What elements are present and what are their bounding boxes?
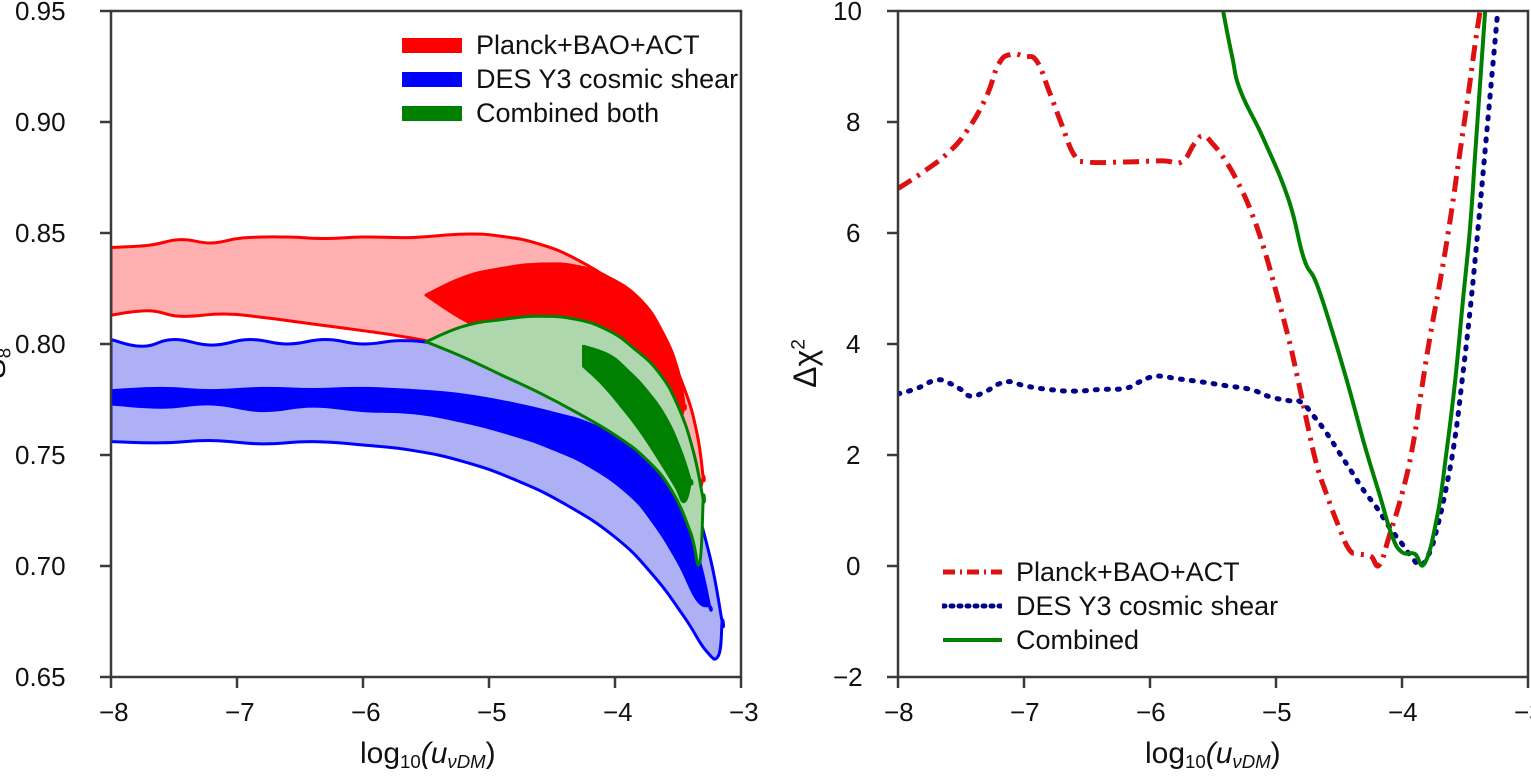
left-legend-label-planck: Planck+BAO+ACT [476,29,700,60]
right-legend-label-des: DES Y3 cosmic shear [1016,590,1279,621]
left-ytick-4: 0.75 [15,440,66,470]
right-xtick-1: −7 [1010,697,1040,727]
right-xaxis-arg-sub: νDM [1232,751,1271,773]
right-xtick-2: −6 [1136,697,1166,727]
right-ytick-2: 6 [846,218,861,248]
right-ytick-0: 10 [833,0,862,26]
right-xaxis-arg-close: ) [1270,737,1281,770]
right-ytick-1: 8 [846,107,861,137]
right-yaxis-exponent: 2 [788,339,810,350]
legend-line-planck-icon [943,569,1002,574]
left-xaxis-arg-close: ) [485,737,496,770]
right-ytick-6: −2 [833,662,863,692]
right-legend-label-combined: Combined [1016,624,1140,655]
left-xaxis-arg-sub: νDM [447,751,486,773]
right-xaxis-logsub: 10 [1185,751,1206,773]
legend-swatch-planck-icon [402,37,462,53]
left-legend-label-des: DES Y3 cosmic shear [476,63,739,94]
right-ytick-4: 2 [846,440,861,470]
right-xtick-3: −5 [1262,697,1292,727]
right-xtick-5: −3 [1514,697,1531,727]
left-ytick-6: 0.65 [15,662,66,692]
legend-line-combined-icon [943,637,1002,642]
right-xtick-4: −4 [1388,697,1418,727]
left-ytick-0: 0.95 [15,0,66,26]
left-xtick-0: −8 [99,697,129,727]
left-ytick-3: 0.80 [15,329,66,359]
left-xaxis-logsub: 10 [400,751,421,773]
left-ytick-5: 0.70 [15,551,66,581]
left-yaxis-title-main: S [0,358,12,378]
legend-swatch-combined-icon [402,105,462,121]
right-xaxis-title: log10(uνDM) [1145,737,1281,773]
legend-swatch-des-icon [402,71,462,87]
left-xtick-3: −5 [477,697,507,727]
left-legend-item-des: DES Y3 cosmic shear [402,62,738,96]
right-ytick-5: 0 [846,551,861,581]
right-legend-item-planck: Planck+BAO+ACT [942,555,1278,589]
left-xtick-1: −7 [225,697,255,727]
right-ytick-3: 4 [846,329,861,359]
right-legend: Planck+BAO+ACT DES Y3 cosmic shear Combi… [942,555,1278,657]
right-xaxis-log: log [1145,737,1186,770]
right-panel: 10 8 6 4 2 0 −2 −8 −7 −6 −5 −4 −3 Δχ2 lo… [760,0,1531,783]
right-xtick-0: −8 [884,697,914,727]
right-yaxis-delta-chi: Δχ [786,349,823,388]
left-ytick-2: 0.85 [15,218,66,248]
legend-line-des-icon [942,603,1002,608]
left-xaxis-arg-open: (u [420,737,448,770]
left-legend-label-combined: Combined both [476,97,660,128]
left-xtick-4: −4 [603,697,633,727]
right-panel-plot [887,9,1530,688]
left-legend-item-combined: Combined both [402,96,738,130]
left-xaxis-title: log10(uνDM) [360,737,496,773]
left-xaxis-log: log [360,737,401,770]
left-ytick-1: 0.90 [15,107,66,137]
left-legend-item-planck: Planck+BAO+ACT [402,28,738,62]
left-yaxis-title: S8 [0,348,15,378]
right-legend-item-des: DES Y3 cosmic shear [942,589,1278,623]
right-yaxis-title: Δχ2 [787,339,824,388]
left-panel: 0.95 0.90 0.85 0.80 0.75 0.70 0.65 −8 −7… [0,0,760,783]
right-legend-item-combined: Combined [942,623,1278,657]
left-panel-plot [100,9,743,688]
left-legend: Planck+BAO+ACT DES Y3 cosmic shear Combi… [402,28,738,130]
left-xtick-5: −3 [729,697,759,727]
left-xtick-2: −6 [351,697,381,727]
right-legend-label-planck: Planck+BAO+ACT [1016,556,1240,587]
right-xaxis-arg-open: (u [1205,737,1233,770]
left-yaxis-title-sub: 8 [0,348,14,358]
